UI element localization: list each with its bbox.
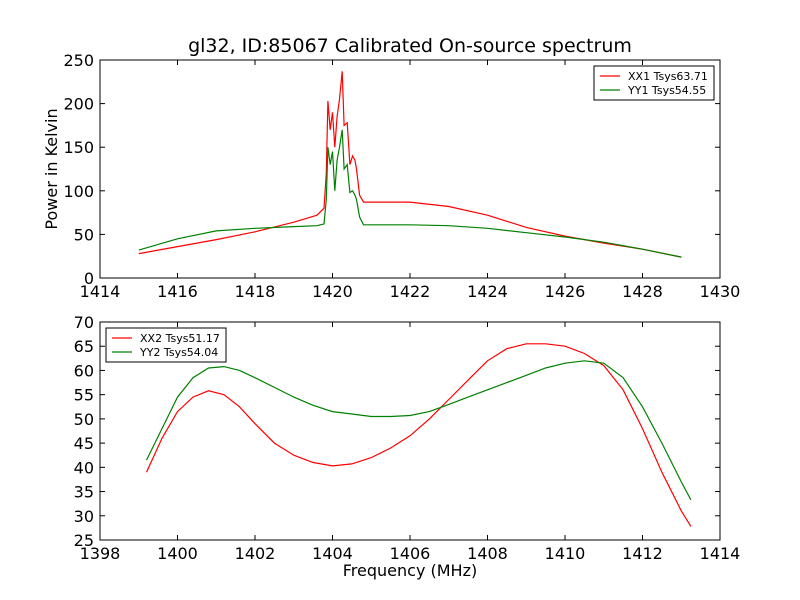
series-line-yy2 bbox=[145, 360, 692, 501]
y-tick-label: 50 bbox=[74, 410, 94, 429]
x-tick-label: 1398 bbox=[80, 544, 121, 563]
y-tick-label: 150 bbox=[63, 138, 94, 157]
figure-title: gl32, ID:85067 Calibrated On-source spec… bbox=[188, 35, 632, 57]
x-tick-label: 1414 bbox=[80, 282, 121, 301]
series-line-yy1 bbox=[138, 129, 682, 258]
legend-label: XX1 Tsys63.71 bbox=[628, 70, 708, 83]
series-line-xx1 bbox=[138, 71, 682, 258]
x-axis-label: Frequency (MHz) bbox=[343, 561, 477, 580]
y-tick-label: 65 bbox=[74, 337, 94, 356]
y-tick-label: 250 bbox=[63, 51, 94, 70]
x-tick-label: 1418 bbox=[235, 282, 276, 301]
x-tick-label: 1426 bbox=[545, 282, 586, 301]
x-tick-label: 1402 bbox=[235, 544, 276, 563]
y-tick-label: 45 bbox=[74, 434, 94, 453]
x-tick-label: 1416 bbox=[157, 282, 198, 301]
y-tick-label: 25 bbox=[74, 531, 94, 550]
y-tick-label: 100 bbox=[63, 182, 94, 201]
x-tick-label: 1414 bbox=[700, 544, 741, 563]
x-tick-label: 1422 bbox=[390, 282, 431, 301]
x-tick-label: 1400 bbox=[157, 544, 198, 563]
x-tick-label: 1420 bbox=[312, 282, 353, 301]
y-tick-label: 55 bbox=[74, 386, 94, 405]
y-tick-label: 70 bbox=[74, 313, 94, 332]
x-tick-label: 1424 bbox=[467, 282, 508, 301]
y-tick-label: 60 bbox=[74, 361, 94, 380]
subplot-1: 1414 1416 1418 1420 1422 1424 1426 1428 1430 0 50 1… bbox=[42, 51, 740, 301]
y-tick-label: 35 bbox=[74, 483, 94, 502]
y-tick-label: 30 bbox=[74, 507, 94, 526]
legend-label: XX2 Tsys51.17 bbox=[140, 332, 220, 345]
x-tick-label: 1406 bbox=[390, 544, 431, 563]
x-tick-label: 1430 bbox=[700, 282, 741, 301]
y-axis-label: Power in Kelvin bbox=[42, 108, 61, 229]
legend-label: YY1 Tsys54.55 bbox=[627, 84, 706, 97]
plots-container: 1414 1416 1418 1420 1422 1424 1426 1428 14300501… bbox=[42, 51, 740, 580]
y-tick-label: 50 bbox=[74, 225, 94, 244]
y-tick-label: 40 bbox=[74, 458, 94, 477]
legend-box bbox=[105, 327, 227, 363]
subplot-2: 1398 1400 1402 1404 1406 1408 1410 1412 1414 25 30… bbox=[74, 313, 741, 580]
legend-box bbox=[593, 65, 715, 101]
series-line-xx2 bbox=[145, 343, 692, 527]
y-tick-label: 200 bbox=[63, 95, 94, 114]
x-tick-label: 1408 bbox=[467, 544, 508, 563]
legend-label: YY2 Tsys54.04 bbox=[139, 346, 218, 359]
y-tick-label: 0 bbox=[84, 269, 94, 288]
x-tick-label: 1428 bbox=[622, 282, 663, 301]
x-tick-label: 1404 bbox=[312, 544, 353, 563]
x-tick-label: 1410 bbox=[545, 544, 586, 563]
x-tick-label: 1412 bbox=[622, 544, 663, 563]
